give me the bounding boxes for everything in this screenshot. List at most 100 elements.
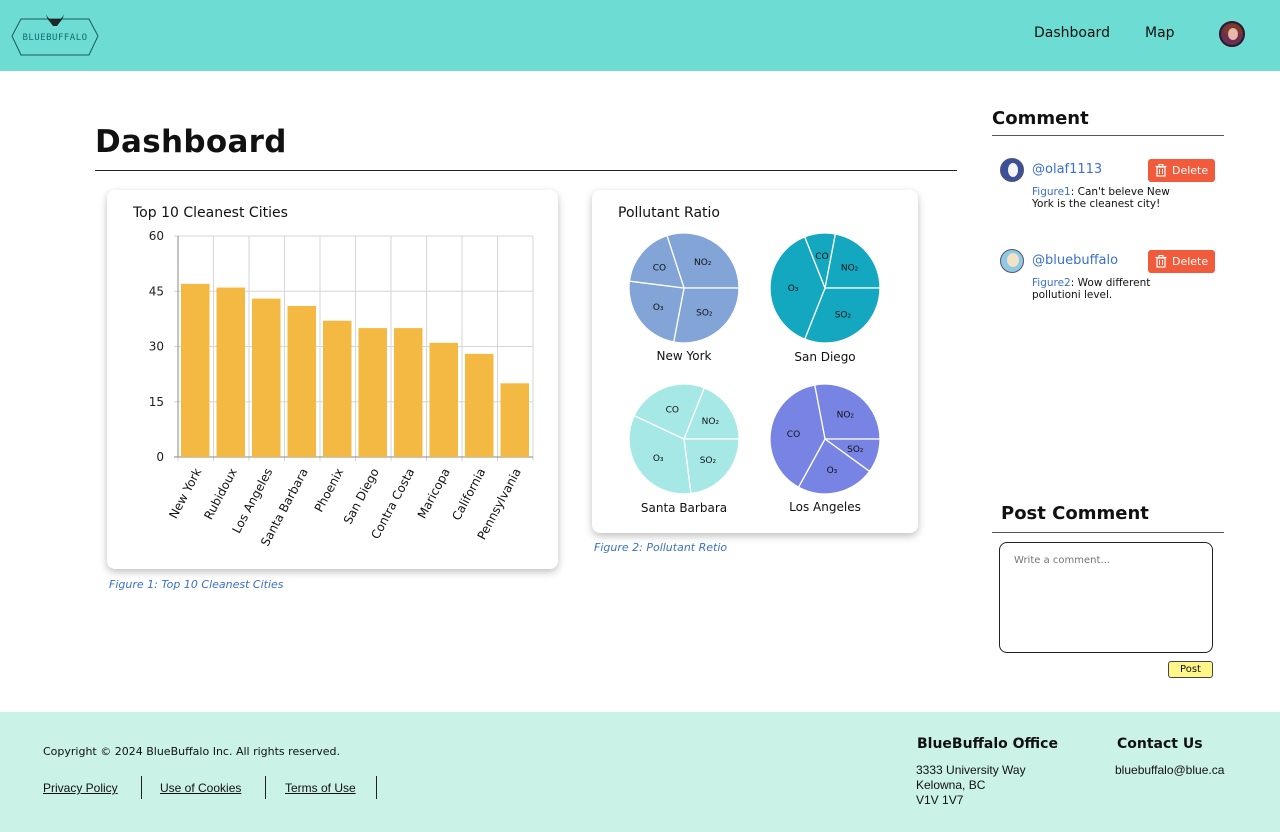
bar[interactable] <box>394 328 423 457</box>
bar[interactable] <box>181 283 210 457</box>
top-header: BLUEBUFFALO Dashboard Map <box>0 0 1280 71</box>
slice-label: SO₂ <box>835 310 852 320</box>
figure2-caption: Figure 2: Pollutant Retio <box>594 541 728 554</box>
comment-body: Figure2: Wow different pollutioni level. <box>1032 277 1172 301</box>
x-tick-label: Phoenix <box>312 466 347 515</box>
privacy-policy-link[interactable]: Privacy Policy <box>43 781 118 795</box>
pie-slice[interactable] <box>633 383 706 440</box>
nav-dashboard-link[interactable]: Dashboard <box>1034 25 1110 41</box>
x-tick-label: Rubidoux <box>201 466 240 522</box>
pie-city-label: New York <box>657 349 712 363</box>
slice-label: SO₂ <box>696 309 713 319</box>
comment-input[interactable] <box>999 542 1213 653</box>
comment-text: : Can't beleve New York is the cleanest … <box>1032 186 1170 210</box>
x-tick-label: New York <box>166 466 204 521</box>
bar[interactable] <box>323 320 352 457</box>
bar[interactable] <box>358 328 388 457</box>
post-button[interactable]: Post <box>1168 661 1213 678</box>
cookies-link[interactable]: Use of Cookies <box>160 781 242 795</box>
post-comment-heading: Post Comment <box>1001 503 1149 524</box>
y-tick-label: 15 <box>149 395 164 409</box>
pie-chart-card: Pollutant Ratio NO₂ SO₂ O₃ CO New York NO₂ SO₂… <box>592 190 918 533</box>
pie-slice[interactable] <box>672 287 740 344</box>
pie-chart: NO₂ SO₂ O₃ CO <box>769 232 881 344</box>
office-heading: BlueBuffalo Office <box>917 736 1058 752</box>
figure-link[interactable]: Figure1 <box>1032 186 1071 198</box>
slice-label: O₃ <box>653 454 664 464</box>
y-tick-label: 45 <box>149 284 164 298</box>
pie-city-label: San Diego <box>794 350 855 364</box>
bluebuffalo-logo[interactable]: BLUEBUFFALO <box>11 10 99 58</box>
y-tick-label: 60 <box>149 229 164 243</box>
bar[interactable] <box>216 287 246 457</box>
bar[interactable] <box>500 383 530 457</box>
figure1-caption: Figure 1: Top 10 Cleanest Cities <box>109 578 284 591</box>
bar-chart-card: Top 10 Cleanest Cities 0 15 30 45 60 New York… <box>107 190 558 569</box>
comment-username[interactable]: @olaf1113 <box>1032 162 1103 177</box>
footer-separator <box>265 776 266 799</box>
slice-label: O₃ <box>788 284 799 294</box>
pie-slice[interactable] <box>803 232 837 291</box>
bar[interactable] <box>465 353 494 457</box>
slice-label: CO <box>653 264 666 274</box>
y-tick-label: 0 <box>156 450 164 464</box>
page-title: Dashboard <box>95 124 287 160</box>
bar-chart-title: Top 10 Cleanest Cities <box>133 205 288 221</box>
pie-slice[interactable] <box>628 234 685 289</box>
pie-slice[interactable] <box>803 287 881 344</box>
slice-label: NO₂ <box>702 417 720 427</box>
delete-comment-button[interactable]: Delete <box>1148 250 1215 273</box>
pie-slice[interactable] <box>683 438 740 495</box>
logo-text: BLUEBUFFALO <box>22 33 87 43</box>
footer-separator <box>376 776 377 799</box>
pie-slice[interactable] <box>683 387 740 440</box>
pie-slice[interactable] <box>769 384 826 489</box>
nav-map-link[interactable]: Map <box>1145 25 1175 41</box>
x-tick-label: California <box>449 466 488 523</box>
address-line: V1V 1V7 <box>916 793 964 807</box>
slice-label: SO₂ <box>847 445 864 455</box>
contact-email[interactable]: bluebuffalo@blue.ca <box>1115 763 1225 777</box>
pie-slice[interactable] <box>797 438 871 495</box>
x-tick-label: San Diego <box>341 466 382 527</box>
delete-label: Delete <box>1172 255 1209 268</box>
delete-comment-button[interactable]: Delete <box>1148 159 1215 182</box>
pie-chart: NO₂ SO₂ O₃ CO <box>628 383 740 495</box>
pie-slice[interactable] <box>824 233 881 289</box>
pie-slice[interactable] <box>666 232 740 289</box>
user-avatar[interactable] <box>1219 21 1245 47</box>
pie-chart: NO₂ SO₂ O₃ CO <box>628 232 740 344</box>
comment-body: Figure1: Can't beleve New York is the cl… <box>1032 186 1172 210</box>
pie-city-label: Santa Barbara <box>641 501 727 515</box>
x-tick-label: Maricopa <box>415 466 453 521</box>
comment-divider <box>992 135 1224 136</box>
pie-slice[interactable] <box>769 236 826 340</box>
pie-city-label: Los Angeles <box>789 500 861 514</box>
bar[interactable] <box>429 342 459 457</box>
comment-username[interactable]: @bluebuffalo <box>1032 253 1119 268</box>
pie-slice[interactable] <box>813 383 881 440</box>
post-divider <box>992 532 1224 533</box>
pie-slice[interactable] <box>628 280 685 343</box>
bluebuffalo-avatar[interactable] <box>1000 249 1024 273</box>
slice-label: SO₂ <box>700 456 717 466</box>
bar[interactable] <box>287 305 317 457</box>
pie-chart: NO₂ SO₂ O₃ CO <box>769 383 881 495</box>
comment-text: : Wow different pollutioni level. <box>1032 277 1151 301</box>
slice-label: CO <box>666 405 679 415</box>
slice-label: CO <box>815 252 828 262</box>
olaf-avatar[interactable] <box>1000 158 1024 182</box>
office-address: 3333 University Way Kelowna, BC V1V 1V7 <box>916 763 1026 808</box>
trash-icon <box>1155 164 1167 177</box>
delete-label: Delete <box>1172 164 1209 177</box>
trash-icon <box>1155 255 1167 268</box>
slice-label: NO₂ <box>841 264 859 274</box>
bar[interactable] <box>252 298 281 457</box>
figure-link[interactable]: Figure2 <box>1032 277 1071 289</box>
y-tick-label: 30 <box>149 340 164 354</box>
copyright-text: Copyright © 2024 BlueBuffalo Inc. All ri… <box>43 745 340 758</box>
terms-link[interactable]: Terms of Use <box>285 781 356 795</box>
footer <box>0 712 1280 832</box>
slice-label: CO <box>787 430 800 440</box>
